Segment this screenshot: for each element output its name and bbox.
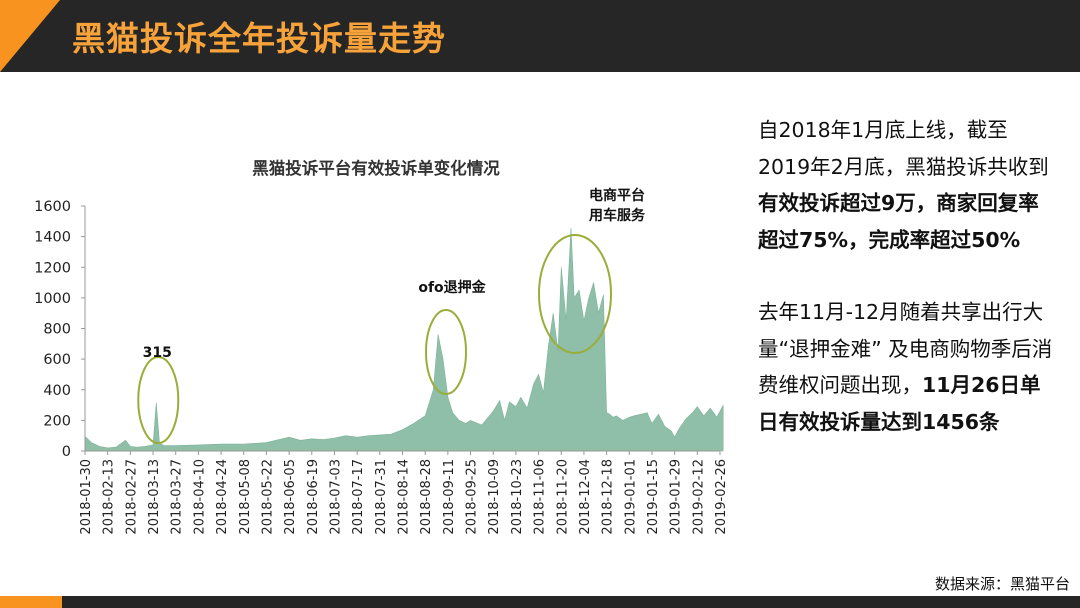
- highlight-ellipse-315: [137, 356, 180, 444]
- x-tick-label: 2019-02-12: [691, 459, 706, 535]
- series-area: [84, 227, 724, 452]
- x-tick-label: 2019-02-26: [714, 459, 729, 535]
- summary-text: 自2018年1月底上线，截至2019年2月底，黑猫投诉共收到有效投诉超过9万，商…: [758, 112, 1058, 440]
- x-tick-label: 2018-07-03: [328, 459, 343, 535]
- x-tick-label: 2018-10-23: [510, 459, 525, 535]
- y-tick-label: 1400: [34, 230, 71, 246]
- y-tick-label: 1600: [34, 199, 71, 215]
- footer-accent: [0, 596, 62, 608]
- chart-title: 黑猫投诉平台有效投诉单变化情况: [252, 158, 500, 178]
- x-tick-label: 2018-12-18: [601, 459, 616, 535]
- x-tick-label: 2019-01-29: [669, 459, 684, 535]
- x-tick-label: 2018-05-08: [238, 459, 253, 535]
- y-tick-label: 1200: [34, 260, 71, 276]
- x-tick-label: 2019-01-15: [646, 459, 661, 535]
- x-tick-label: 2018-08-14: [397, 459, 412, 535]
- summary-1-plain: 自2018年1月底上线，截至2019年2月底，黑猫投诉共收到: [758, 118, 1049, 179]
- y-tick-label: 800: [43, 322, 71, 338]
- summary-1-bold: 有效投诉超过9万，商家回复率超过75%，完成率超过50%: [758, 191, 1039, 252]
- x-tick-label: 2018-11-06: [533, 459, 548, 535]
- x-tick-label: 2018-03-13: [147, 459, 162, 535]
- plot-area: 0 200 400 600 800 1000 1200 1400 1600 2018-01-30 2…: [34, 187, 729, 535]
- page-title: 黑猫投诉全年投诉量走势: [72, 19, 446, 58]
- x-tick-label: 2018-01-30: [79, 459, 94, 535]
- y-tick-label: 200: [43, 413, 71, 429]
- x-tick-label: 2018-10-09: [487, 459, 502, 535]
- x-tick-label: 2018-04-24: [215, 459, 230, 535]
- annotation-ecommerce-line1: 电商平台: [589, 187, 645, 204]
- x-tick-label: 2018-02-13: [102, 459, 117, 535]
- annotation-315: 315: [143, 345, 172, 361]
- x-tick-label: 2018-02-27: [124, 459, 139, 535]
- x-tick-label: 2018-07-31: [374, 459, 389, 535]
- x-tick-label: 2018-07-17: [351, 459, 366, 535]
- y-tick-label: 0: [62, 444, 71, 460]
- x-tick-label: 2018-04-10: [192, 459, 207, 535]
- header-accent-wedge: [0, 0, 60, 72]
- complaint-trend-chart: 黑猫投诉平台有效投诉单变化情况 0 200 400 600 800 1000 1200 140…: [34, 158, 729, 535]
- y-tick-label: 600: [43, 352, 71, 368]
- y-tick-label: 1000: [34, 291, 71, 307]
- x-tick-label: 2018-03-27: [170, 459, 185, 535]
- x-tick-label: 2018-09-25: [465, 459, 480, 535]
- x-tick-label: 2019-01-01: [623, 459, 638, 535]
- annotation-ofo: ofo退押金: [418, 279, 486, 296]
- x-tick-label: 2018-06-19: [306, 459, 321, 535]
- data-source: 数据来源：黑猫平台: [934, 575, 1070, 593]
- summary-paragraph-2: 去年11月-12月随着共享出行大量“退押金难” 及电商购物季后消费维权问题出现，…: [758, 294, 1058, 440]
- footer-bar: [0, 596, 1080, 608]
- x-tick-label: 2018-09-11: [442, 459, 457, 535]
- header-bar: 黑猫投诉全年投诉量走势: [0, 0, 1080, 72]
- x-tick-label: 2018-06-05: [283, 459, 298, 535]
- x-tick-label: 2018-12-04: [578, 459, 593, 535]
- summary-paragraph-1: 自2018年1月底上线，截至2019年2月底，黑猫投诉共收到有效投诉超过9万，商…: [758, 112, 1058, 258]
- summary-2-bold: 11月26日单日有效投诉量达到1456条: [758, 373, 1041, 434]
- x-tick-label: 2018-05-22: [260, 459, 275, 535]
- annotation-ecommerce-line2: 用车服务: [589, 207, 646, 224]
- x-tick-label: 2018-11-20: [555, 459, 570, 535]
- x-tick-label: 2018-08-28: [419, 459, 434, 535]
- highlight-ellipse-ofo: [425, 309, 467, 395]
- summary-2-plain: 去年11月-12月随着共享出行大量“退押金难” 及电商购物季后消费维权问题出现，: [758, 300, 1053, 397]
- y-tick-label: 400: [43, 383, 71, 399]
- highlight-ellipse-ecommerce: [538, 234, 612, 354]
